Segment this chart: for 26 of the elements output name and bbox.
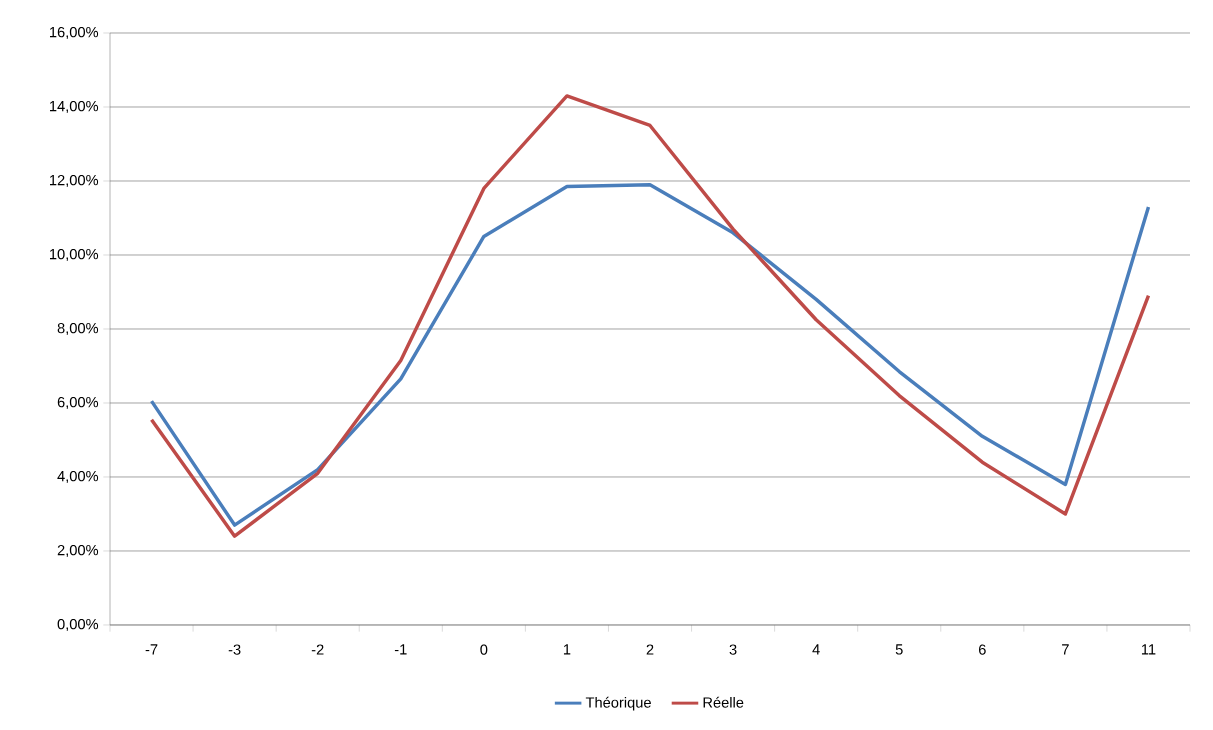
y-tick-label: 6,00% [57,396,99,410]
x-tick-label: -3 [228,644,241,655]
y-tick-label: 10,00% [50,248,99,262]
line-series [149,94,1151,538]
x-tick-label: 7 [1062,644,1069,655]
x-tick-label: 11 [1141,644,1156,655]
x-tick-label: 6 [978,644,986,655]
y-tick-label: 8,00% [57,322,99,336]
y-tick-label: 12,00% [50,174,99,188]
x-tick-label: 4 [812,644,820,655]
x-tick-label: -1 [394,644,407,655]
legend-label: Théorique [585,696,651,711]
x-tick-label: -7 [145,644,158,655]
y-tick-label: 0,00% [57,618,99,632]
x-tick-label: 5 [895,644,903,655]
y-tick-label: 2,00% [57,544,99,558]
x-tick-label: 0 [480,644,488,655]
y-tick-label: 14,00% [50,100,99,114]
y-tick-label: 4,00% [57,470,99,484]
x-tick-label: 3 [729,644,737,655]
legend-label: Réelle [703,696,744,708]
x-tick-label: 2 [646,644,654,655]
line-series [149,182,1151,527]
y-tick-label: 16,00% [50,26,99,40]
x-tick-label: -2 [311,644,324,655]
x-tick-label: 1 [563,644,571,655]
